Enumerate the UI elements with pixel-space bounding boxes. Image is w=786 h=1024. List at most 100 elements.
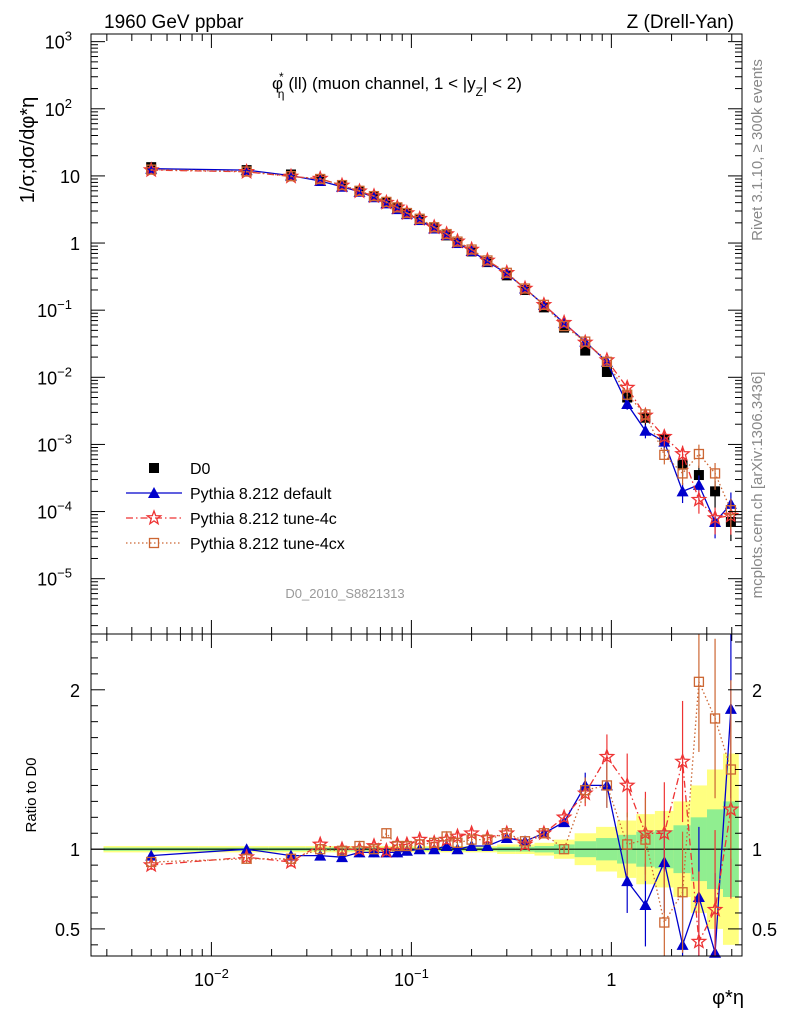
series-d0	[146, 162, 736, 542]
y-tick-label-ratio: 2	[70, 681, 80, 701]
data-point-ratio	[538, 828, 550, 839]
data-point-ratio	[354, 840, 365, 852]
data-point-main	[558, 320, 570, 332]
data-point-ratio	[621, 875, 634, 887]
data-point-main	[392, 202, 403, 213]
legend-marker	[148, 487, 160, 498]
y-tick-label-ratio-right: 2	[752, 681, 762, 701]
data-point-ratio	[377, 841, 395, 859]
data-point-ratio	[368, 844, 380, 855]
data-point-main	[601, 366, 612, 377]
header-left: 1960 GeV ppbar	[104, 12, 244, 33]
legend-entry-pythia-8-212-default: Pythia 8.212 default	[126, 486, 332, 503]
data-point-main	[441, 228, 452, 240]
data-point-ratio	[241, 853, 252, 864]
svg-text:φ*η(ll) (muon channel, 1 < |yZ: φ* η(ll) (muon channel, 1 < |yZ| < 2)	[272, 70, 522, 101]
axis-layer: 10−2 10−1 110310210110−110−210−310−410−50.…	[37, 29, 777, 990]
y-tick-label-main: 10−4	[37, 499, 72, 523]
data-point-main	[315, 173, 326, 185]
series-layer	[142, 161, 740, 958]
legend-label: Pythia 8.212 tune-4c	[190, 511, 337, 528]
y-tick-label-ratio: 0.5	[55, 920, 80, 940]
main-plot-frame	[90, 33, 743, 635]
data-point-main	[693, 470, 704, 481]
data-point-ratio	[639, 898, 652, 910]
data-point-main	[580, 336, 591, 347]
data-point-ratio	[622, 839, 633, 850]
data-point-ratio	[451, 843, 464, 855]
data-point-main	[452, 236, 463, 247]
y-tick-label-main: 103	[45, 29, 72, 53]
data-point-ratio	[428, 843, 441, 855]
data-point-main	[710, 486, 721, 497]
data-point-main	[580, 345, 591, 356]
title-rest: (ll) (muon channel, 1 < |y	[288, 74, 476, 93]
legend-label: D0	[190, 461, 211, 478]
data-point-ratio	[315, 844, 326, 855]
y-tick-label-main: 10−5	[37, 566, 72, 590]
data-point-main	[354, 185, 365, 196]
x-tick-label: 10−1	[394, 966, 429, 990]
legend-marker	[148, 537, 160, 549]
title-eta: η	[278, 87, 285, 101]
ratio-y-axis-label-text: Ratio to D0	[23, 757, 40, 832]
title-z: Z	[476, 85, 483, 99]
data-point-main	[655, 427, 673, 444]
data-point-ratio	[391, 846, 404, 858]
data-point-ratio	[481, 840, 494, 852]
data-point-main	[336, 179, 348, 191]
side-label-top: Rivet 3.1.10, ≥ 300k events	[749, 59, 766, 241]
ratio-plot-frame	[90, 633, 743, 957]
ratio-y-axis-label: Ratio to D0	[23, 757, 40, 832]
data-point-ratio	[465, 840, 478, 852]
legend-entry-d0: D0	[149, 461, 211, 478]
data-point-main	[692, 478, 705, 490]
data-point-ratio	[706, 900, 724, 917]
y-axis-label: 1/σ;dσ/dφ*η	[17, 97, 39, 204]
data-point-main	[381, 196, 392, 208]
data-point-ratio	[598, 747, 616, 764]
data-point-main	[429, 222, 440, 233]
data-point-ratio	[441, 831, 452, 842]
data-point-main	[706, 509, 724, 526]
data-point-ratio	[314, 849, 327, 861]
series-line-ratio	[151, 681, 732, 925]
data-point-ratio	[655, 824, 673, 841]
data-point-ratio	[618, 776, 636, 793]
x-axis-label: φ*η	[712, 987, 744, 1009]
header-right: Z (Drell-Yan)	[627, 12, 734, 33]
data-point-ratio	[381, 828, 392, 839]
y-tick-label-ratio-right: 1	[752, 840, 762, 860]
data-point-main	[401, 207, 413, 219]
data-point-ratio	[414, 839, 425, 850]
data-point-main	[677, 468, 688, 479]
series-line-main	[151, 168, 732, 524]
data-point-ratio	[693, 676, 705, 687]
legend-entry-pythia-8-212-tune-4c: Pythia 8.212 tune-4c	[126, 509, 337, 528]
data-point-ratio	[452, 837, 463, 848]
data-point-ratio	[440, 840, 453, 852]
data-point-main	[146, 164, 157, 175]
y-axis-label-text: 1/σ;dσ/dφ*η	[17, 97, 39, 204]
y-tick-label-main: 1	[70, 234, 80, 254]
data-point-ratio	[659, 917, 670, 928]
data-point-ratio	[429, 837, 440, 848]
plot-title: φ* η(ll) (muon channel, 1 < |yZ| < 2)	[272, 70, 522, 101]
y-tick-label-main: 102	[45, 96, 72, 120]
data-point-ratio	[146, 856, 157, 868]
data-point-main	[538, 299, 550, 311]
y-tick-label-ratio: 1	[70, 840, 80, 860]
data-point-main	[482, 255, 493, 266]
data-point-ratio	[466, 834, 477, 845]
x-tick-label: 1	[606, 970, 616, 990]
data-point-main	[640, 409, 651, 420]
series-pythia-8-212-tune-4c	[142, 161, 740, 956]
series-line-ratio	[151, 755, 732, 945]
y-tick-label-main: 10	[60, 167, 80, 187]
legend: D0 Pythia 8.212 default Pythia 8.212 tune-…	[126, 461, 345, 553]
legend-label: Pythia 8.212 default	[190, 486, 332, 503]
data-point-ratio	[580, 785, 591, 796]
data-point-ratio	[674, 752, 691, 769]
title-phi: φ	[272, 74, 283, 93]
